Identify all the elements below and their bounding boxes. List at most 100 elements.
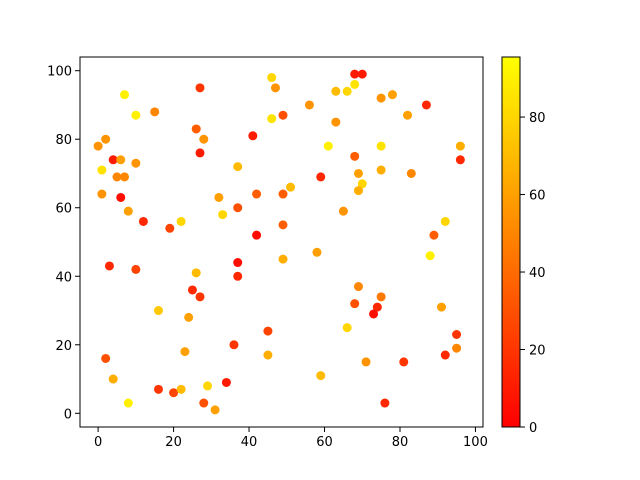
colorbar-tick-label: 60 — [529, 189, 546, 204]
point — [116, 155, 126, 165]
point — [350, 151, 360, 161]
point — [153, 384, 163, 394]
point — [361, 357, 371, 367]
point — [350, 299, 360, 309]
point — [452, 343, 462, 353]
point — [452, 330, 462, 339]
point — [153, 306, 163, 316]
point — [440, 350, 450, 360]
point — [101, 134, 111, 144]
point — [120, 172, 130, 182]
point — [270, 83, 280, 93]
point — [112, 172, 122, 182]
point — [357, 179, 367, 189]
point — [263, 350, 273, 360]
point — [399, 357, 409, 367]
point — [353, 282, 363, 292]
point — [376, 165, 386, 175]
point — [350, 69, 360, 79]
point — [233, 162, 243, 172]
point — [104, 261, 114, 271]
point — [97, 189, 107, 199]
point — [233, 203, 243, 213]
point — [338, 206, 348, 216]
point — [267, 114, 277, 124]
point — [440, 216, 450, 226]
point — [331, 117, 341, 127]
point — [131, 110, 141, 120]
point — [372, 302, 382, 312]
point — [97, 165, 107, 175]
point — [455, 155, 465, 165]
plot-frame — [79, 56, 484, 428]
y-tick-label: 0 — [64, 407, 72, 422]
point — [387, 90, 397, 100]
point — [267, 73, 277, 83]
point — [421, 100, 431, 110]
point — [353, 168, 363, 178]
point — [199, 398, 209, 408]
point — [214, 192, 224, 202]
point — [195, 83, 205, 93]
point — [455, 141, 465, 151]
point — [248, 131, 258, 141]
point — [376, 141, 386, 151]
point — [176, 216, 186, 226]
y-tick-label: 80 — [55, 133, 72, 148]
point — [425, 251, 435, 261]
x-tick-label: 0 — [94, 435, 102, 450]
point — [357, 69, 367, 79]
point — [108, 374, 118, 384]
point — [342, 86, 352, 96]
point — [312, 247, 322, 257]
point — [191, 124, 201, 134]
point — [278, 220, 288, 230]
point — [138, 216, 148, 226]
point — [203, 381, 213, 391]
point — [116, 192, 126, 202]
point — [278, 254, 288, 264]
y-tick-label: 60 — [55, 202, 72, 217]
point — [191, 268, 201, 278]
point — [316, 172, 326, 182]
point — [323, 141, 333, 151]
point — [210, 405, 220, 415]
point — [195, 148, 205, 158]
point — [353, 186, 363, 196]
colorbar-frame — [501, 56, 521, 428]
point — [380, 398, 390, 408]
colorbar-tick-label: 20 — [529, 344, 546, 359]
point — [304, 100, 314, 110]
point — [278, 110, 288, 120]
point — [331, 86, 341, 96]
point — [169, 388, 179, 398]
point — [218, 210, 228, 220]
colorbar — [502, 57, 520, 427]
point — [429, 230, 439, 240]
point — [184, 312, 194, 322]
point — [123, 398, 133, 408]
x-tick-label: 60 — [316, 435, 333, 450]
point — [403, 110, 413, 120]
y-tick-label: 100 — [47, 65, 72, 80]
point — [233, 271, 243, 281]
point — [187, 285, 197, 295]
y-tick-label: 20 — [55, 339, 72, 354]
point — [252, 189, 262, 199]
point — [131, 264, 141, 274]
x-tick-label: 40 — [241, 435, 258, 450]
point — [436, 302, 446, 312]
point — [233, 258, 243, 268]
point — [101, 353, 111, 363]
x-tick-label: 100 — [463, 435, 488, 450]
point — [123, 206, 133, 216]
point — [342, 323, 352, 333]
point — [180, 347, 190, 357]
point — [278, 189, 288, 199]
y-tick-label: 40 — [55, 270, 72, 285]
point — [350, 79, 360, 89]
point — [165, 223, 175, 233]
point — [120, 90, 130, 100]
colorbar-tick-label: 0 — [529, 421, 537, 436]
